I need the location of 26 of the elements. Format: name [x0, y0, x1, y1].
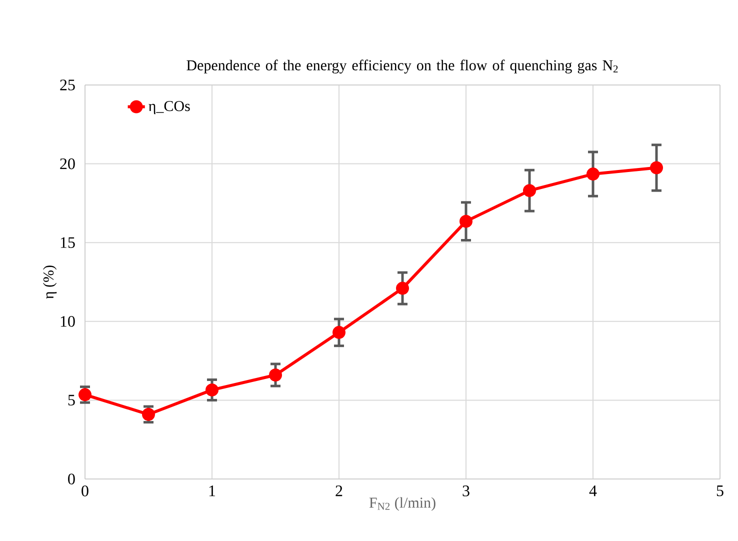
x-tick-label: 2 — [336, 486, 342, 496]
point — [206, 383, 219, 396]
point — [332, 326, 346, 339]
x-tick-label: 4 — [589, 486, 597, 496]
legend-label: η_COs — [148, 101, 190, 114]
point — [269, 368, 282, 382]
x-axis-title: F$_{N2}$ (l/min) — [369, 497, 436, 511]
y-tick-label: 15 — [60, 237, 75, 248]
point — [523, 184, 536, 198]
point — [78, 388, 92, 402]
y-tick-label: 10 — [60, 316, 75, 327]
point — [650, 161, 664, 174]
point — [586, 168, 600, 181]
chart-title: Dependence of the energy efficiency on the flow of quenching gas N$_{2}$ — [186, 60, 618, 74]
y-tick-label: 0 — [68, 474, 75, 484]
y-tick-label: 25 — [60, 80, 75, 90]
x-tick-label: 5 — [716, 486, 724, 496]
x-tick-label: 0 — [82, 486, 88, 496]
y-axis-title: η (%) — [43, 266, 57, 299]
point — [396, 282, 410, 295]
point — [142, 408, 155, 421]
y-tick-label: 5 — [68, 394, 75, 406]
point — [460, 214, 473, 228]
x-tick-label: 1 — [209, 486, 216, 496]
y-tick-label: 20 — [60, 158, 75, 170]
x-tick-label: 3 — [462, 486, 470, 496]
